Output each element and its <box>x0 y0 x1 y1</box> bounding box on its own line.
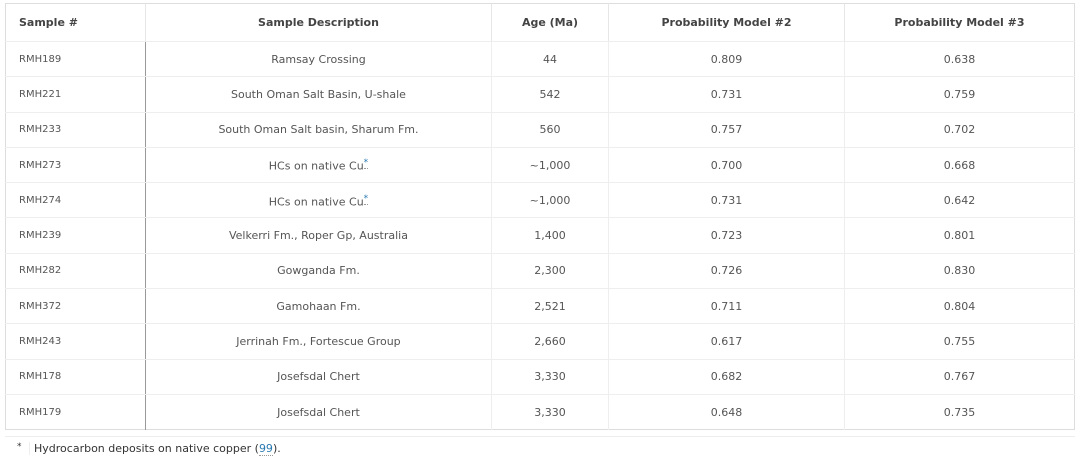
cell-model2: 0.731 <box>608 182 845 219</box>
cell-age: 542 <box>490 76 609 113</box>
table-row: RMH372 Gamohaan Fm. 2,521 0.711 0.804 <box>5 288 1075 325</box>
description-text: Gamohaan Fm. <box>276 299 361 313</box>
cell-model3: 0.642 <box>843 182 1075 219</box>
cell-sample: RMH233 <box>5 112 147 148</box>
footnote-link[interactable]: * <box>363 158 369 170</box>
cell-age: ~1,000 <box>490 147 609 184</box>
samples-table: Sample # Sample Description Age (Ma) Probab… <box>5 3 1075 431</box>
cell-model3: 0.801 <box>843 217 1075 254</box>
description-text: Gowganda Fm. <box>277 264 360 278</box>
cell-age: 44 <box>490 41 609 78</box>
table-footnote: * Hydrocarbon deposits on native copper … <box>5 436 1075 465</box>
cell-age: ~1,000 <box>490 182 609 219</box>
description-text: Ramsay Crossing <box>271 52 366 66</box>
footnote-text: Hydrocarbon deposits on native copper (9… <box>29 442 281 456</box>
cell-sample: RMH282 <box>5 253 147 290</box>
cell-model3: 0.735 <box>843 394 1075 430</box>
table-row: RMH233 South Oman Salt basin, Sharum Fm. 5… <box>5 112 1075 148</box>
column-header: Probability Model #2 <box>608 3 845 42</box>
description-text: Velkerri Fm., Roper Gp, Australia <box>228 229 408 243</box>
cell-description: HCs on native Cu* <box>145 182 492 219</box>
table-row: RMH239 Velkerri Fm., Roper Gp, Australia 1… <box>5 217 1075 254</box>
cell-model2: 0.726 <box>608 253 845 290</box>
description-text: Josefsdal Chert <box>277 370 360 384</box>
cell-model2: 0.682 <box>608 359 845 395</box>
cell-sample: RMH243 <box>5 323 147 360</box>
cell-sample: RMH178 <box>5 359 147 395</box>
footnote-mark: * <box>17 442 22 452</box>
cell-sample: RMH372 <box>5 288 147 325</box>
table-row: RMH282 Gowganda Fm. 2,300 0.726 0.830 <box>5 253 1075 290</box>
footnote-link[interactable]: * <box>363 193 369 205</box>
cell-sample: RMH274 <box>5 182 147 219</box>
column-header: Age (Ma) <box>490 3 609 42</box>
cell-model2: 0.757 <box>608 112 845 148</box>
cell-sample: RMH221 <box>5 76 147 113</box>
cell-description: Jerrinah Fm., Fortescue Group <box>145 323 492 360</box>
column-header: Probability Model #3 <box>843 3 1075 42</box>
cell-model3: 0.638 <box>843 41 1075 78</box>
cell-description: South Oman Salt Basin, U-shale <box>145 76 492 113</box>
description-text: South Oman Salt Basin, U-shale <box>230 87 406 101</box>
table-row: RMH274 HCs on native Cu* ~1,000 0.731 0.642 <box>5 182 1075 219</box>
cell-model2: 0.711 <box>608 288 845 325</box>
cell-sample: RMH189 <box>5 41 147 78</box>
cell-age: 2,300 <box>490 253 609 290</box>
cell-age: 560 <box>490 112 609 148</box>
cell-description: South Oman Salt basin, Sharum Fm. <box>145 112 492 148</box>
reference-link[interactable]: 99 <box>258 442 273 456</box>
cell-age: 1,400 <box>490 217 609 254</box>
description-text: HCs on native Cu <box>268 195 364 209</box>
cell-sample: RMH273 <box>5 147 147 184</box>
data-table-container: Sample # Sample Description Age (Ma) Probab… <box>5 3 1075 431</box>
table-row: RMH179 Josefsdal Chert 3,330 0.648 0.735 <box>5 394 1075 430</box>
cell-model2: 0.809 <box>608 41 845 78</box>
cell-description: Ramsay Crossing <box>145 41 492 78</box>
cell-model2: 0.723 <box>608 217 845 254</box>
table-row: RMH221 South Oman Salt Basin, U-shale 542 0… <box>5 76 1075 113</box>
cell-description: Josefsdal Chert <box>145 359 492 395</box>
cell-model2: 0.731 <box>608 76 845 113</box>
table-row: RMH189 Ramsay Crossing 44 0.809 0.638 <box>5 41 1075 78</box>
cell-age: 2,521 <box>490 288 609 325</box>
cell-model3: 0.755 <box>843 323 1075 360</box>
table-row: RMH273 HCs on native Cu* ~1,000 0.700 0.668 <box>5 147 1075 184</box>
column-header: Sample # <box>5 3 147 42</box>
cell-model3: 0.830 <box>843 253 1075 290</box>
cell-description: Gowganda Fm. <box>145 253 492 290</box>
footnote-body: Hydrocarbon deposits on native copper ( <box>34 442 259 455</box>
cell-model3: 0.702 <box>843 112 1075 148</box>
cell-model3: 0.668 <box>843 147 1075 184</box>
description-text: Josefsdal Chert <box>277 405 360 419</box>
description-text: South Oman Salt basin, Sharum Fm. <box>218 123 419 137</box>
cell-description: HCs on native Cu* <box>145 147 492 184</box>
cell-age: 3,330 <box>490 359 609 395</box>
table-row: RMH178 Josefsdal Chert 3,330 0.682 0.767 <box>5 359 1075 395</box>
cell-model2: 0.617 <box>608 323 845 360</box>
cell-description: Josefsdal Chert <box>145 394 492 430</box>
cell-description: Gamohaan Fm. <box>145 288 492 325</box>
cell-sample: RMH179 <box>5 394 147 430</box>
description-text: Jerrinah Fm., Fortescue Group <box>236 335 401 349</box>
footnote-end: ). <box>272 442 281 455</box>
cell-sample: RMH239 <box>5 217 147 254</box>
cell-age: 3,330 <box>490 394 609 430</box>
description-text: HCs on native Cu <box>268 159 364 173</box>
cell-model3: 0.767 <box>843 359 1075 395</box>
cell-age: 2,660 <box>490 323 609 360</box>
column-header: Sample Description <box>145 3 492 42</box>
cell-model2: 0.648 <box>608 394 845 430</box>
table-row: RMH243 Jerrinah Fm., Fortescue Group 2,660… <box>5 323 1075 360</box>
cell-model3: 0.804 <box>843 288 1075 325</box>
cell-model3: 0.759 <box>843 76 1075 113</box>
cell-model2: 0.700 <box>608 147 845 184</box>
cell-description: Velkerri Fm., Roper Gp, Australia <box>145 217 492 254</box>
